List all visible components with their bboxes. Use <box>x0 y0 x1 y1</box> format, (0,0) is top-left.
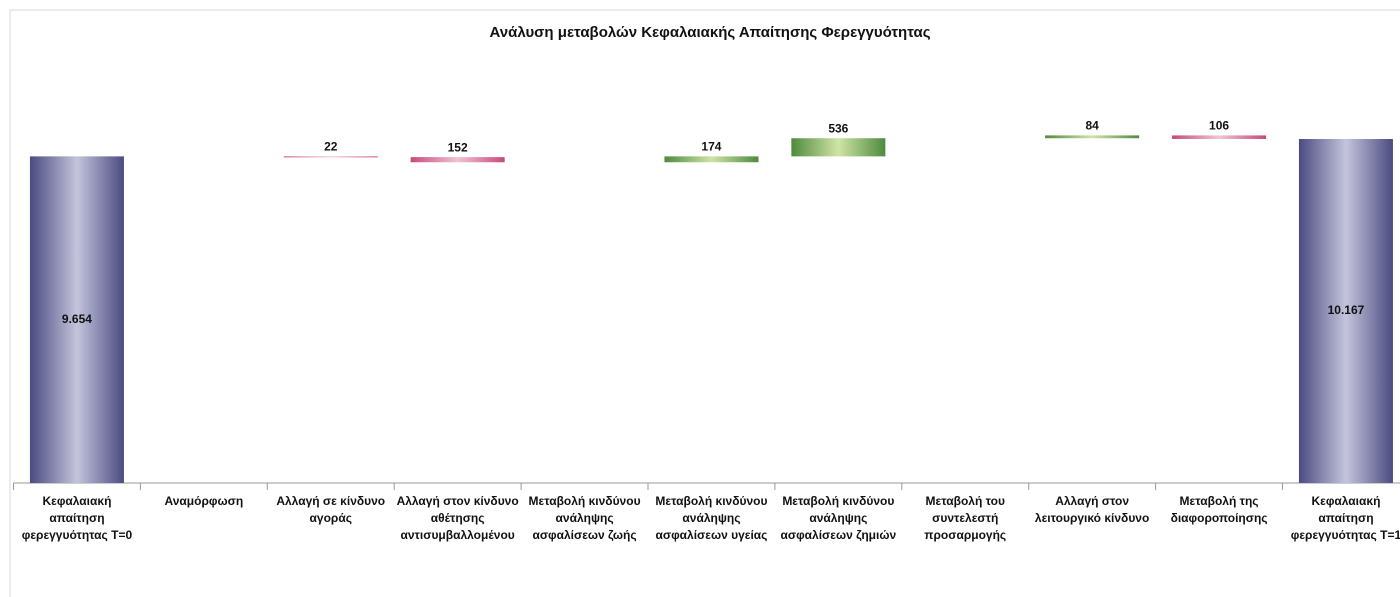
bar <box>410 157 505 163</box>
x-tick-label: Μεταβολή κινδύνου ανάληψης ασφαλίσεων ζω… <box>528 494 641 542</box>
x-tick-label: Μεταβολή κινδύνου ανάληψης ασφαλίσεων ζη… <box>780 494 897 542</box>
bar <box>1298 139 1393 484</box>
bar <box>283 156 378 158</box>
value-label: 84 <box>1085 119 1099 133</box>
x-tick-label: Μεταβολή κινδύνου ανάληψης ασφαλίσεων υγ… <box>655 494 768 542</box>
x-tick-label: Αλλαγή σε κίνδυνο αγοράς <box>276 494 386 525</box>
chart-border <box>9 9 1400 597</box>
x-tick-label: Αλλαγή στον κίνδυνο αθέτησης αντισυμβαλλ… <box>396 494 519 542</box>
x-tick-label: Μεταβολή του συντελεστή προσαρμογής <box>924 494 1007 542</box>
value-label: 152 <box>448 140 468 154</box>
bar <box>1172 135 1267 139</box>
chart-title: Ανάλυση μεταβολών Κεφαλαιακής Απαίτησης … <box>489 24 930 41</box>
x-tick-label: Μεταβολή της διαφοροποίησης <box>1170 494 1268 525</box>
value-label: 174 <box>701 140 721 154</box>
value-label: 536 <box>828 121 848 135</box>
value-label: 106 <box>1209 119 1229 133</box>
bar <box>791 138 886 157</box>
value-label: 9.654 <box>62 312 92 326</box>
bar <box>1045 135 1140 139</box>
x-tick-label: Αλλαγή στον λειτουργικό κίνδυνο <box>1034 494 1150 525</box>
x-tick-label: Αναμόρφωση <box>164 494 244 508</box>
value-label: 22 <box>324 140 338 154</box>
x-tick-label: Κεφαλαιακή απαίτηση φερεγγυότητας T=1 <box>1290 494 1400 542</box>
x-tick-label: Κεφαλαιακή απαίτηση φερεγγυότητας T=0 <box>21 494 133 542</box>
bar <box>29 156 124 484</box>
value-label: 10.167 <box>1328 303 1365 317</box>
bar <box>664 156 759 163</box>
